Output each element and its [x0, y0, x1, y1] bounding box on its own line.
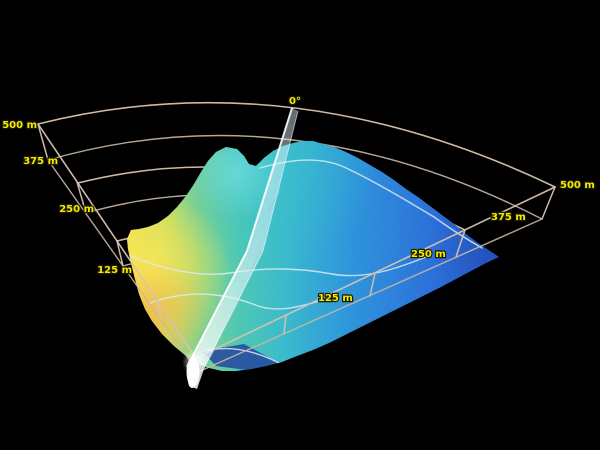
- right-label-250m: 250 m: [411, 249, 446, 260]
- connector-right-125m: [283, 314, 287, 335]
- right-label-375m: 375 m: [491, 212, 526, 223]
- wireframe-radials-and-connectors: [37, 123, 556, 373]
- connector-left-250m: [116, 240, 124, 267]
- azimuth-label-0deg: 0°: [289, 96, 301, 107]
- bottom-ring-arc-500m: [47, 134, 543, 220]
- connector-right-250m: [369, 272, 376, 297]
- terrain-texture: [127, 141, 499, 371]
- connector-left-500m: [37, 123, 49, 161]
- left-label-250m: 250 m: [59, 204, 94, 215]
- slice-plane-left-edge: [186, 107, 293, 368]
- top-ring-arc-500m: [37, 101, 556, 188]
- connector-left-375m: [76, 181, 87, 214]
- right-label-500m: 500 m: [560, 180, 595, 191]
- left-label-500m: 500 m: [2, 120, 37, 131]
- connector-right-375m: [455, 229, 466, 258]
- left-label-375m: 375 m: [23, 156, 58, 167]
- connector-right-500m: [541, 186, 556, 220]
- connector-left-125m: [155, 299, 162, 320]
- slice-plane: [185, 107, 299, 389]
- range-labels: 0° 500 m 375 m 250 m 125 m 500 m 375 m 2…: [1, 95, 596, 305]
- slice-plane-right-edge: [203, 110, 299, 369]
- draped-ring-375m: [259, 159, 483, 249]
- slice-plane-base-tip: [188, 372, 196, 388]
- slice-plane-bracing: [208, 189, 281, 360]
- right-label-125m: 125 m: [318, 293, 353, 304]
- left-label-125m: 125 m: [97, 265, 132, 276]
- draped-ring-250m: [127, 250, 427, 277]
